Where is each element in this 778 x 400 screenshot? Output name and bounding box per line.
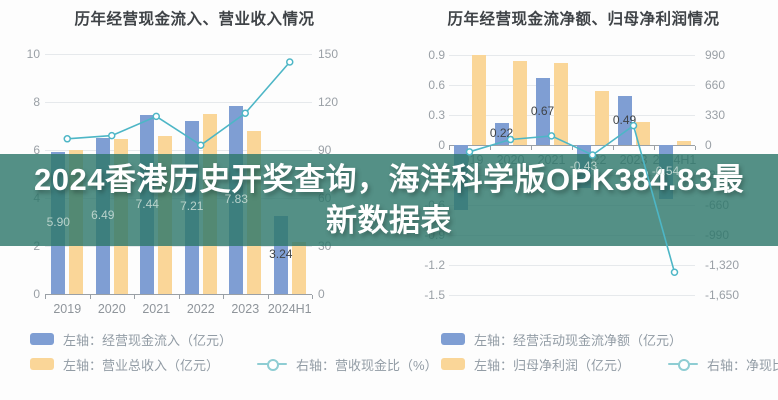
left-axis-tick-label: 6 (33, 143, 40, 157)
gridline (449, 295, 695, 296)
gridline (449, 265, 695, 266)
x-axis-category-label: 2021 (142, 302, 171, 316)
chart-legend: 左轴：经营现金流入（亿元） 左轴：营业总收入（亿元） 右轴：营收现金比（%） (30, 329, 476, 379)
right-axis-tick-label: 990 (705, 48, 726, 62)
legend-row: 左轴：经营现金流入（亿元） (30, 329, 476, 349)
right-axis-tick-label: -1,320 (705, 258, 740, 272)
bar-yellow (291, 242, 306, 294)
legend-swatch-icon (30, 333, 54, 345)
legend-circle-icon (678, 359, 691, 371)
legend-item: 左轴：归母净利润（亿元） (441, 355, 630, 374)
left-axis-tick-label: 10 (26, 47, 40, 61)
chart-title: 历年经营现金流净额、归母净利润情况 (447, 11, 720, 28)
axis-tick (267, 295, 269, 299)
bar-data-label: 0.67 (530, 103, 555, 118)
right-axis-tick-label: 330 (705, 108, 726, 122)
line-marker-icon (670, 268, 679, 277)
right-axis-tick-label: 120 (318, 95, 339, 109)
bar-data-label: 7.83 (224, 192, 248, 207)
gridline (449, 85, 695, 86)
gridline (45, 54, 312, 55)
legend-label: 右轴：营收现金比（%） (296, 357, 438, 373)
axis-tick (223, 295, 224, 299)
left-axis-tick-label: -1.2 (424, 258, 445, 272)
left-axis-tick-label: -1.5 (424, 288, 445, 302)
bar-yellow (471, 55, 486, 145)
bar-data-label: 6.49 (91, 208, 115, 223)
legend-circle-icon (267, 359, 280, 371)
axis-tick (449, 146, 450, 150)
legend-label: 左轴：营业总收入（亿元） (63, 357, 220, 373)
legend-item: 右轴：净现比（%） (668, 355, 778, 374)
left-axis-tick-label: 2 (33, 239, 40, 253)
axis-tick (613, 146, 614, 150)
left-axis-tick-label: 0.9 (428, 48, 445, 62)
left-axis-tick-label: 8 (33, 95, 40, 109)
legend-item: 左轴：经营现金流入（亿元） (30, 330, 232, 349)
bar-data-label: 5.90 (46, 215, 70, 230)
axis-tick (531, 146, 532, 150)
bar-data-label: -0.43 (569, 158, 598, 173)
axis-tick (178, 295, 180, 299)
legend-swatch-icon (441, 358, 465, 370)
legend-item: 左轴：经营活动现金流净额（亿元） (441, 330, 682, 349)
x-axis-line (45, 294, 312, 295)
legend-label: 左轴：经营活动现金流净额（亿元） (474, 332, 683, 348)
x-axis-category-label: 2020 (97, 302, 126, 316)
gridline (449, 55, 695, 56)
right-axis-tick-label: 0 (318, 287, 325, 301)
gridline (449, 115, 695, 116)
gridline (45, 102, 312, 103)
bar-data-label: 7.21 (180, 199, 204, 214)
right-axis-tick-label: 660 (705, 78, 726, 92)
axis-tick (490, 146, 491, 150)
x-axis-category-label: 2023 (231, 302, 260, 316)
axis-tick (572, 146, 573, 150)
left-axis-tick-label: 0 (33, 287, 40, 301)
axis-tick (89, 295, 91, 299)
right-axis-tick-label: 150 (318, 47, 339, 61)
legend-label: 左轴：经营现金流入（亿元） (63, 332, 233, 348)
legend-item: 左轴：营业总收入（亿元） (30, 355, 219, 374)
left-axis-tick-label: 0 (438, 138, 445, 152)
chart-title: 历年经营现金流入、营业收入情况 (74, 11, 315, 28)
legend-line-marker-icon (668, 358, 699, 371)
left-axis-tick-label: 0.6 (428, 78, 445, 92)
bar-data-label: 0.22 (489, 126, 514, 140)
bar-data-label: 0.49 (612, 112, 637, 127)
bar-data-label: 3.24 (269, 247, 293, 262)
legend-row: 左轴：营业总收入（亿元） 右轴：营收现金比（%） (30, 354, 476, 374)
axis-tick (134, 295, 135, 299)
legend-row: 左轴：经营活动现金流净额（亿元） (441, 329, 778, 349)
x-axis-category-label: 2019 (53, 302, 82, 316)
x-axis-category-label: 2024H1 (267, 302, 312, 316)
axis-tick (312, 295, 313, 299)
axis-tick (45, 295, 46, 299)
legend-label: 右轴：净现比（%） (707, 357, 778, 373)
legend-item: 右轴：营收现金比（%） (257, 355, 438, 374)
bar-yellow (676, 141, 691, 145)
gridline (45, 150, 312, 151)
bar-data-label: -0.54 (651, 164, 680, 178)
right-axis-tick-label: 0 (705, 138, 712, 152)
legend-swatch-icon (30, 358, 54, 370)
line-marker-icon (63, 135, 71, 143)
gridline (45, 246, 312, 247)
legend-label: 左轴：归母净利润（亿元） (474, 357, 631, 373)
legend-swatch-icon (441, 333, 465, 345)
legend-line-marker-icon (257, 358, 288, 371)
left-axis-tick-label: 0.3 (428, 108, 445, 122)
line-marker-icon (286, 58, 294, 66)
bar-yellow (512, 61, 527, 145)
legend-row: 左轴：归母净利润（亿元） 右轴：净现比（%） (441, 354, 778, 374)
bar-data-label: 7.44 (135, 196, 159, 211)
right-axis-tick-label: 90 (318, 143, 332, 157)
right-axis-tick-label: -1,650 (705, 288, 740, 302)
x-axis-category-label: 2022 (186, 302, 215, 316)
axis-tick (695, 146, 696, 150)
chart-legend: 左轴：经营活动现金流净额（亿元） 左轴：归母净利润（亿元） 右轴：净现比（%） (441, 329, 778, 379)
axis-tick (654, 146, 655, 150)
